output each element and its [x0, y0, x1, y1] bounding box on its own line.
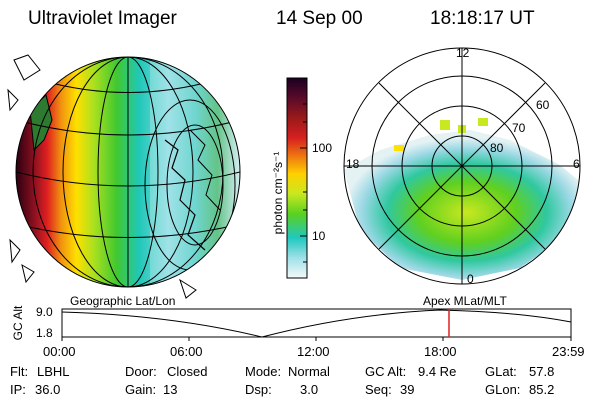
right-panel-label: Apex MLat/MLT: [423, 294, 507, 308]
mode-value: Normal: [288, 364, 330, 379]
glat-label: GLat:: [485, 364, 517, 379]
colorbar-tick-10: 10: [312, 229, 326, 243]
auroral-oval: [344, 130, 580, 280]
timeline-xtick-1200: 12:00: [297, 344, 330, 359]
altitude-curve: [61, 309, 572, 338]
gcalt-value: 9.4 Re: [418, 364, 457, 379]
timeline-axis-label: GC Alt: [11, 305, 25, 341]
filter-label: Flt:: [10, 364, 29, 379]
mlat-label-60: 60: [536, 98, 550, 112]
seq-label: Seq:: [365, 382, 392, 397]
gain-value: 13: [163, 382, 178, 397]
image-date: 14 Sep 00: [276, 8, 363, 29]
gcalt-label: GC Alt:: [365, 364, 407, 379]
gain-label: Gain:: [125, 382, 157, 397]
geographic-globe: [7, 54, 241, 299]
filter-value: LBHL: [37, 364, 70, 379]
colorbar-unit-label: photon cm⁻²s⁻¹: [271, 151, 285, 235]
polar-plot: [343, 47, 581, 285]
timeline-xtick-0600: 06:00: [170, 344, 203, 359]
left-panel-label: Geographic Lat/Lon: [70, 294, 176, 308]
mode-label: Mode:: [245, 364, 282, 379]
ip-value: 36.0: [35, 382, 61, 397]
timeline-ytick-bottom: 1.8: [36, 326, 53, 340]
timeline-xtick-1800: 18:00: [424, 344, 457, 359]
altitude-timeline: [61, 308, 572, 341]
image-time: 18:18:17 UT: [430, 8, 535, 29]
color-bar: [286, 77, 308, 279]
door-label: Door:: [125, 364, 157, 379]
glat-value: 57.8: [529, 364, 555, 379]
mlt-label-12: 12: [456, 46, 470, 60]
timeline-xtick-0000: 00:00: [43, 344, 76, 359]
mlt-label-6: 6: [573, 157, 580, 171]
seq-value: 39: [400, 382, 415, 397]
timeline-xtick-2359: 23:59: [552, 344, 585, 359]
glon-label: GLon:: [485, 382, 521, 397]
mlt-label-0: 0: [467, 272, 474, 286]
mlt-label-18: 18: [346, 157, 360, 171]
land-patch: [29, 94, 53, 152]
instrument-title: Ultraviolet Imager: [28, 8, 177, 29]
dsp-value: 3.0: [300, 382, 319, 397]
ip-label: IP:: [10, 382, 26, 397]
mlat-label-80: 80: [490, 141, 504, 155]
coastline-outline: [7, 54, 197, 299]
door-value: Closed: [167, 364, 208, 379]
colorbar-tick-100: 100: [312, 141, 333, 155]
dsp-label: Dsp:: [245, 382, 272, 397]
glon-value: 85.2: [529, 382, 555, 397]
timeline-ytick-top: 9.0: [36, 305, 53, 319]
mlat-label-70: 70: [512, 121, 526, 135]
